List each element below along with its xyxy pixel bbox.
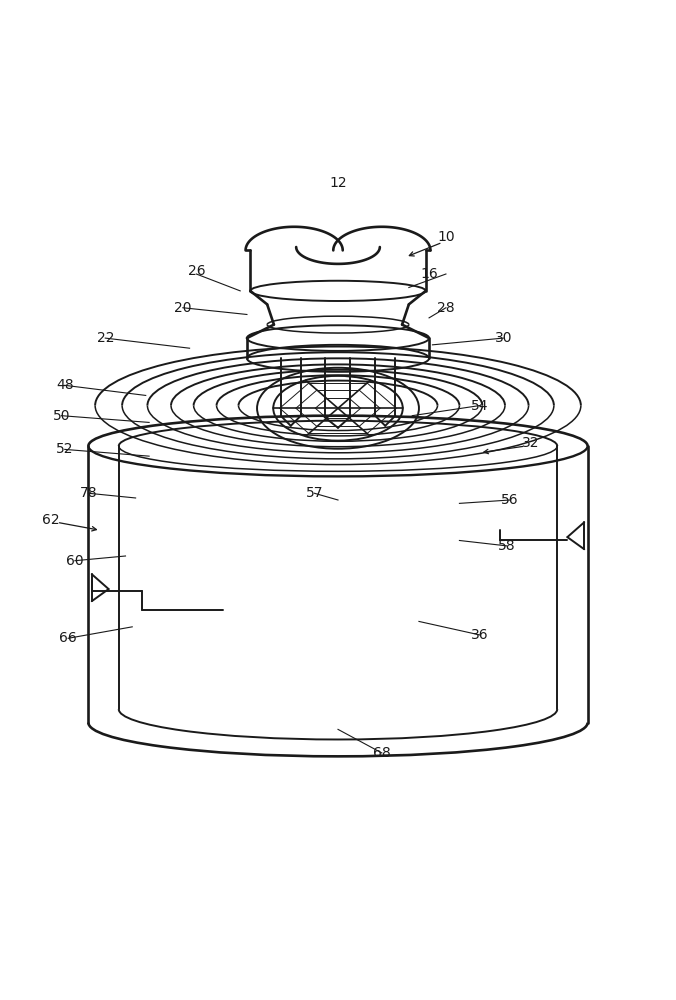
Text: 48: 48 (56, 378, 74, 392)
Text: 28: 28 (437, 301, 455, 315)
Text: 12: 12 (329, 176, 347, 190)
Text: 36: 36 (471, 628, 489, 642)
Text: 78: 78 (80, 486, 97, 500)
Text: 68: 68 (373, 746, 391, 760)
Text: 20: 20 (174, 301, 191, 315)
Text: 50: 50 (53, 409, 70, 423)
Text: 16: 16 (420, 267, 438, 281)
Text: 54: 54 (471, 399, 489, 413)
Text: 60: 60 (66, 554, 84, 568)
Text: 30: 30 (495, 331, 512, 345)
Text: 26: 26 (187, 264, 205, 278)
Text: 22: 22 (97, 331, 114, 345)
Text: 10: 10 (437, 230, 455, 244)
Text: 66: 66 (59, 631, 77, 645)
Text: 32: 32 (521, 436, 539, 450)
Text: 57: 57 (306, 486, 323, 500)
Text: 58: 58 (498, 539, 516, 553)
Text: 56: 56 (501, 493, 519, 507)
Text: 62: 62 (43, 513, 60, 527)
Text: 52: 52 (56, 442, 74, 456)
